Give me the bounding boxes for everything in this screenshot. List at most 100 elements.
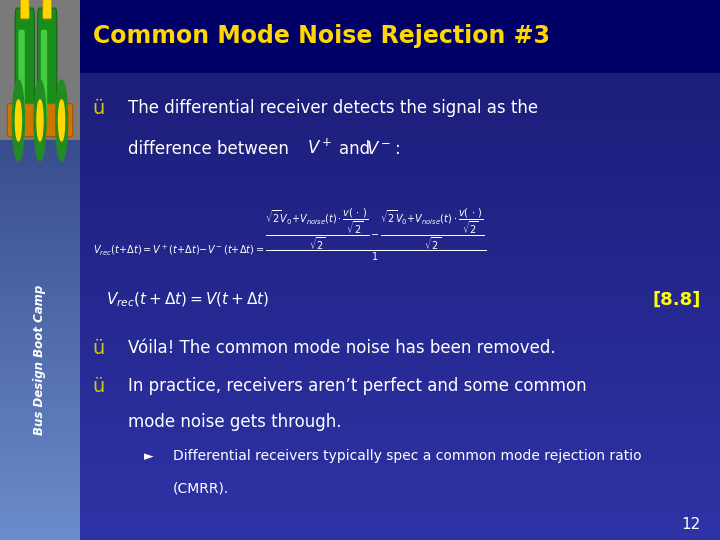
Polygon shape — [80, 208, 720, 211]
Polygon shape — [80, 440, 720, 443]
Polygon shape — [0, 448, 80, 452]
Polygon shape — [80, 402, 720, 405]
Circle shape — [37, 100, 43, 141]
Polygon shape — [0, 256, 80, 260]
Polygon shape — [0, 496, 80, 500]
Text: (CMRR).: (CMRR). — [173, 482, 229, 496]
Polygon shape — [80, 132, 720, 135]
Polygon shape — [0, 180, 80, 184]
Polygon shape — [80, 38, 720, 40]
Polygon shape — [80, 526, 720, 529]
Polygon shape — [80, 529, 720, 532]
Text: In practice, receivers aren’t perfect and some common: In practice, receivers aren’t perfect an… — [128, 377, 587, 395]
Polygon shape — [80, 510, 720, 513]
Polygon shape — [80, 24, 720, 27]
Polygon shape — [80, 27, 720, 30]
Polygon shape — [80, 235, 720, 238]
Polygon shape — [80, 111, 720, 113]
Polygon shape — [80, 429, 720, 432]
Polygon shape — [80, 308, 720, 310]
Polygon shape — [80, 532, 720, 535]
Polygon shape — [80, 202, 720, 205]
Polygon shape — [80, 81, 720, 84]
Text: Differential receivers typically spec a common mode rejection ratio: Differential receivers typically spec a … — [173, 449, 642, 463]
Polygon shape — [80, 427, 720, 429]
Polygon shape — [80, 65, 720, 68]
Polygon shape — [80, 184, 720, 186]
Polygon shape — [80, 518, 720, 521]
Polygon shape — [80, 213, 720, 216]
Polygon shape — [80, 205, 720, 208]
Polygon shape — [80, 378, 720, 381]
Polygon shape — [80, 375, 720, 378]
Polygon shape — [80, 173, 720, 176]
Polygon shape — [80, 297, 720, 300]
Polygon shape — [80, 332, 720, 335]
Polygon shape — [80, 386, 720, 389]
Polygon shape — [0, 532, 80, 536]
Polygon shape — [80, 216, 720, 219]
Polygon shape — [80, 524, 720, 526]
Polygon shape — [80, 502, 720, 505]
Polygon shape — [80, 416, 720, 418]
Polygon shape — [80, 289, 720, 292]
FancyBboxPatch shape — [37, 8, 57, 135]
Polygon shape — [0, 456, 80, 460]
Polygon shape — [80, 286, 720, 289]
Polygon shape — [80, 262, 720, 265]
Polygon shape — [80, 381, 720, 383]
Polygon shape — [80, 300, 720, 302]
Polygon shape — [0, 528, 80, 532]
Polygon shape — [80, 103, 720, 105]
Polygon shape — [80, 338, 720, 340]
Polygon shape — [0, 384, 80, 388]
Polygon shape — [80, 254, 720, 256]
Polygon shape — [0, 432, 80, 436]
Text: $\mathit{V}^-$: $\mathit{V}^-$ — [366, 139, 392, 158]
Polygon shape — [80, 8, 720, 11]
Polygon shape — [0, 400, 80, 404]
Polygon shape — [80, 343, 720, 346]
Polygon shape — [0, 436, 80, 440]
Polygon shape — [80, 197, 720, 200]
Polygon shape — [0, 500, 80, 504]
Circle shape — [15, 100, 22, 141]
Polygon shape — [80, 451, 720, 454]
Polygon shape — [0, 208, 80, 212]
Polygon shape — [0, 200, 80, 204]
Polygon shape — [80, 192, 720, 194]
Polygon shape — [80, 14, 720, 16]
Polygon shape — [80, 246, 720, 248]
Polygon shape — [0, 157, 80, 160]
Polygon shape — [0, 144, 80, 148]
Polygon shape — [80, 94, 720, 97]
Polygon shape — [0, 368, 80, 372]
Polygon shape — [0, 320, 80, 324]
Polygon shape — [80, 516, 720, 518]
Polygon shape — [80, 362, 720, 364]
Polygon shape — [0, 244, 80, 248]
Polygon shape — [80, 275, 720, 278]
Text: ü: ü — [93, 339, 105, 358]
Polygon shape — [80, 535, 720, 537]
Polygon shape — [80, 240, 720, 243]
Polygon shape — [0, 356, 80, 360]
Polygon shape — [80, 443, 720, 445]
Text: $V_{rec}(t{+}\Delta t){=}V^+(t{+}\Delta t){-}V^-(t{+}\Delta t){=}\dfrac{\dfrac{\: $V_{rec}(t{+}\Delta t){=}V^+(t{+}\Delta … — [93, 207, 486, 263]
Polygon shape — [80, 313, 720, 316]
Polygon shape — [80, 57, 720, 59]
Polygon shape — [0, 520, 80, 524]
Text: The differential receiver detects the signal as the: The differential receiver detects the si… — [128, 99, 538, 117]
Polygon shape — [80, 68, 720, 70]
Circle shape — [55, 80, 68, 161]
Polygon shape — [80, 329, 720, 332]
Polygon shape — [80, 43, 720, 46]
Polygon shape — [80, 270, 720, 273]
Polygon shape — [0, 484, 80, 488]
FancyBboxPatch shape — [7, 104, 73, 137]
Polygon shape — [0, 348, 80, 352]
Text: mode noise gets through.: mode noise gets through. — [128, 413, 341, 431]
Polygon shape — [0, 172, 80, 177]
Polygon shape — [0, 404, 80, 408]
Polygon shape — [0, 232, 80, 237]
